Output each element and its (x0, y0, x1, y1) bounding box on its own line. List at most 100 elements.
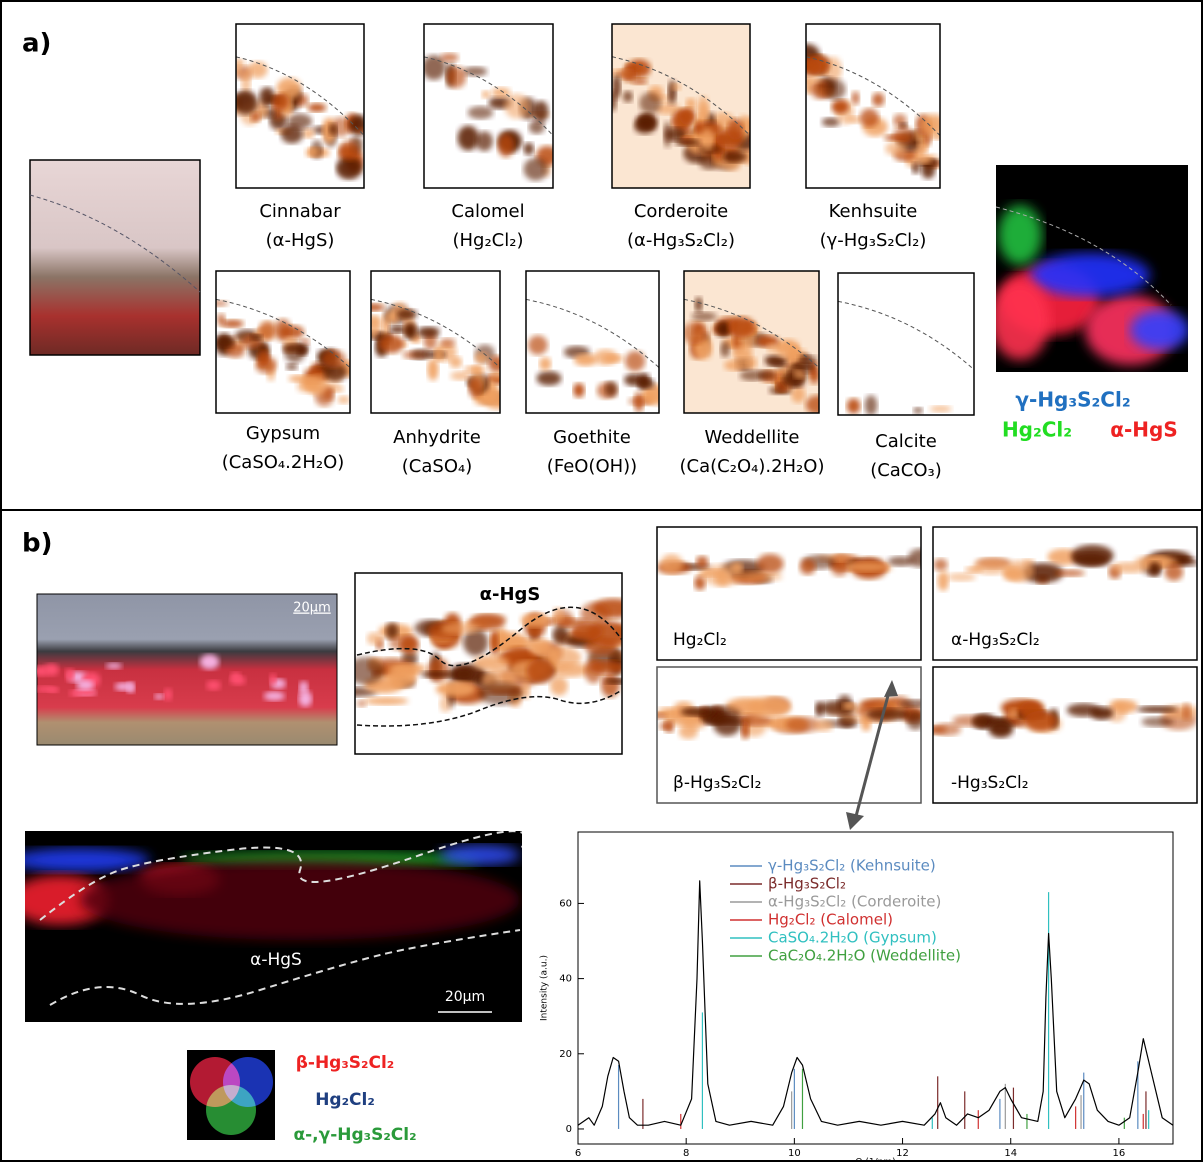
map-blob (272, 93, 289, 111)
map-blob (1055, 569, 1085, 577)
photo-speck (206, 680, 221, 691)
x-tick-label: 6 (575, 1148, 581, 1159)
map-blob (637, 378, 655, 390)
map-blob (296, 378, 321, 394)
map-blob (248, 61, 268, 79)
map-blob (799, 558, 816, 575)
map-blob (1090, 706, 1114, 720)
map-blob (809, 369, 819, 385)
photo-speck (105, 662, 122, 669)
legend-label: CaSO₄.2H₂O (Gypsum) (768, 929, 937, 947)
legend-label: β-Hg₃S₂Cl₂ (768, 875, 846, 893)
boundary-line (684, 298, 819, 368)
map-blob (539, 357, 552, 371)
map-blob (221, 319, 244, 328)
map-blob (678, 723, 699, 740)
map-blob (745, 356, 758, 370)
map-blob (236, 90, 258, 115)
element-map (355, 573, 622, 754)
photo-speck (230, 671, 242, 681)
boundary-line (996, 206, 1172, 306)
map-blob (274, 318, 292, 342)
map-blob (739, 571, 783, 582)
map-blob (866, 708, 911, 721)
map-background (838, 273, 974, 415)
map-blob (300, 338, 310, 346)
map-border (215, 270, 351, 414)
map-blob (655, 103, 680, 115)
scale-label: 20µm (293, 601, 330, 616)
map-blob (378, 334, 404, 354)
map-name: Corderoite (634, 201, 728, 222)
composite-blob (440, 845, 520, 865)
map-blob (684, 321, 709, 345)
map-blob (454, 667, 474, 681)
map-blob (504, 93, 530, 119)
map-name: Weddellite (705, 427, 800, 448)
legend-label: α-Hg₃S₂Cl₂ (Corderoite) (768, 893, 941, 911)
map-blob (604, 678, 622, 685)
map-border (656, 666, 922, 804)
map-blob (364, 697, 409, 705)
map-formula: (CaCO₃) (870, 460, 942, 481)
arrowhead (884, 680, 898, 697)
map-border (354, 572, 623, 755)
map-blob (475, 131, 493, 152)
map-blob (324, 363, 347, 382)
map-blob (435, 681, 476, 697)
element-map (657, 667, 921, 803)
map-blob (885, 141, 907, 156)
photo-speck (114, 682, 134, 691)
element-map (236, 24, 364, 188)
map-blob (851, 91, 860, 105)
map-blob (947, 572, 976, 582)
boundary-line (356, 606, 623, 727)
map-blob (439, 337, 456, 348)
map-blob (216, 336, 235, 348)
boundary-line (216, 298, 350, 368)
map-blob (1136, 705, 1178, 713)
photo-speck (65, 668, 75, 682)
map-name: Gypsum (246, 423, 320, 444)
intensity-profile (577, 880, 1174, 1126)
map-blob (488, 355, 500, 373)
map-blob (570, 623, 603, 641)
map-blob (748, 697, 791, 718)
map-blob (440, 53, 459, 62)
map-blob (526, 658, 555, 684)
map-blob (657, 712, 668, 720)
map-blob (824, 79, 846, 100)
map-blob (680, 707, 715, 717)
map-blob (791, 385, 806, 403)
map-blob (1047, 548, 1080, 566)
legend-label: Hg₂Cl₂ (Calomel) (768, 911, 893, 929)
photo-speck (154, 693, 164, 700)
map-blob (846, 398, 861, 414)
element-map (216, 271, 350, 413)
boundary-line (39, 831, 522, 1006)
map-label: -Hg₃S₂Cl₂ (951, 773, 1029, 793)
rgb-composite (996, 165, 1188, 372)
map-blob (624, 350, 646, 372)
map-formula: (CaSO₄) (402, 456, 472, 477)
element-map (657, 527, 921, 660)
venn-legend: α-,γ-Hg₃S₂Cl₂ (293, 1125, 416, 1145)
map-formula: (Hg₂Cl₂) (452, 230, 523, 251)
composite-blob (996, 280, 1050, 360)
y-axis-label: Intensity (a.u.) (540, 955, 550, 1021)
map-blob (427, 358, 439, 381)
map-name: Anhydrite (393, 427, 481, 448)
map-blob (671, 83, 682, 91)
map-blob (468, 377, 483, 399)
map-blob (446, 66, 467, 89)
arrow (853, 687, 892, 821)
x-axis-label: Q (1/nm) (855, 1158, 895, 1163)
map-blob (328, 123, 338, 136)
y-tick-label: 20 (559, 1049, 572, 1060)
photo-speck (199, 654, 220, 670)
map-blob (766, 342, 778, 354)
map-blob (1148, 561, 1162, 577)
legend-label: CaC₂O₄.2H₂O (Weddellite) (768, 947, 961, 965)
map-blob (308, 146, 319, 157)
